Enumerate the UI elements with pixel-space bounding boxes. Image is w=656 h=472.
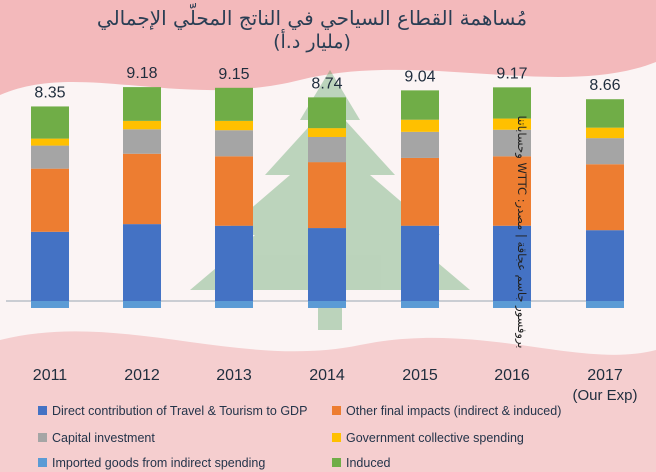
bar-segment-capital-2011 <box>31 145 69 169</box>
bar-segment-direct-2013 <box>215 225 253 301</box>
bar-segment-direct-2016 <box>493 225 531 301</box>
bar-segment-induced-2014 <box>308 97 346 129</box>
bar-segment-imported-2011 <box>31 301 69 308</box>
total-label-2016: 9.17 <box>496 65 527 82</box>
legend-label-imported: Imported goods from indirect spending <box>52 456 266 470</box>
bar-segment-induced-2013 <box>215 87 253 121</box>
legend-label-capital: Capital investment <box>52 431 155 445</box>
bar-segment-other-2014 <box>308 162 346 229</box>
bar-segment-direct-2012 <box>123 224 161 301</box>
legend-swatch-capital <box>38 433 47 443</box>
legend: Direct contribution of Travel & Tourism … <box>0 398 656 472</box>
bar-segment-other-2011 <box>31 168 69 232</box>
bar-segment-capital-2015 <box>401 131 439 158</box>
total-label-2015: 9.04 <box>404 68 435 85</box>
x-tick-sublabel-2017: (Our Exp) <box>572 387 637 404</box>
bar-segment-government-2017 <box>586 127 624 139</box>
bar-segment-imported-2013 <box>215 301 253 308</box>
total-label-2014: 8.74 <box>311 75 342 92</box>
bar-segment-government-2013 <box>215 120 253 131</box>
bar-segment-other-2012 <box>123 153 161 225</box>
chart-subtitle-unit: (مليار د.أ) <box>273 31 351 53</box>
x-tick-label-2016: 2016 <box>494 367 530 384</box>
flag-red-top-band <box>0 0 656 95</box>
legend-label-direct: Direct contribution of Travel & Tourism … <box>52 404 308 418</box>
legend-swatch-government <box>332 433 341 443</box>
bar-segment-other-2016 <box>493 156 531 226</box>
bar-segment-imported-2014 <box>308 301 346 308</box>
legend-label-other: Other final impacts (indirect & induced) <box>346 404 562 418</box>
legend-item-imported: Imported goods from indirect spending <box>38 456 265 470</box>
total-label-2017: 8.66 <box>589 77 620 94</box>
bar-segment-government-2011 <box>31 138 69 146</box>
bar-segment-capital-2016 <box>493 129 531 157</box>
bar-segment-direct-2011 <box>31 231 69 301</box>
flag-red-bottom-band <box>0 331 656 472</box>
total-label-2013: 9.15 <box>218 66 249 83</box>
legend-swatch-other <box>332 406 341 416</box>
bar-segment-direct-2015 <box>401 225 439 301</box>
bar-segment-induced-2015 <box>401 90 439 120</box>
x-tick-label-2017: 2017 <box>587 367 623 384</box>
bar-segment-other-2013 <box>215 156 253 226</box>
total-label-2012: 9.18 <box>126 65 157 82</box>
legend-item-other: Other final impacts (indirect & induced) <box>332 404 561 418</box>
legend-item-direct: Direct contribution of Travel & Tourism … <box>38 404 307 418</box>
bars-group <box>31 87 624 308</box>
x-tick-label-2013: 2013 <box>216 367 252 384</box>
legend-item-government: Government collective spending <box>332 431 524 445</box>
bar-segment-other-2017 <box>586 164 624 231</box>
bar-segment-government-2015 <box>401 119 439 132</box>
total-label-2011: 8.35 <box>34 84 65 101</box>
bar-segment-induced-2016 <box>493 87 531 119</box>
bar-segment-imported-2017 <box>586 301 624 308</box>
x-tick-label-2011: 2011 <box>33 367 68 384</box>
legend-item-induced: Induced <box>332 456 390 470</box>
bar-segment-government-2014 <box>308 128 346 137</box>
chart-title: مُساهمة القطاع السياحي في الناتج المحلّي… <box>96 6 528 30</box>
legend-swatch-direct <box>38 406 47 416</box>
bar-segment-direct-2017 <box>586 230 624 301</box>
bar-segment-induced-2017 <box>586 99 624 128</box>
legend-label-government: Government collective spending <box>346 431 524 445</box>
bar-segment-government-2012 <box>123 120 161 130</box>
legend-item-capital: Capital investment <box>38 431 155 445</box>
bar-segment-imported-2015 <box>401 301 439 308</box>
bar-segment-capital-2014 <box>308 136 346 163</box>
bar-segment-capital-2013 <box>215 130 253 157</box>
bar-segment-direct-2014 <box>308 228 346 301</box>
legend-swatch-induced <box>332 458 341 468</box>
bar-segment-induced-2012 <box>123 87 161 121</box>
bar-segment-imported-2016 <box>493 301 531 308</box>
legend-swatch-imported <box>38 458 47 468</box>
legend-label-induced: Induced <box>346 456 391 470</box>
x-tick-labels-group: 2011 2012 2013 2014 2015 2016 2017 (Our Exp) <box>33 367 638 404</box>
bar-segment-government-2016 <box>493 118 531 130</box>
bar-segment-imported-2012 <box>123 301 161 308</box>
x-tick-label-2014: 2014 <box>309 367 345 384</box>
bar-segment-induced-2011 <box>31 106 69 139</box>
bar-segment-other-2015 <box>401 157 439 226</box>
source-credit: بروفسور جاسم عجاقة | مصدر: WTTC وحساباتن… <box>515 115 529 349</box>
bar-segment-capital-2017 <box>586 138 624 165</box>
total-labels-group: 8.35 9.18 9.15 8.74 9.04 9.17 8.66 <box>34 65 620 101</box>
x-tick-label-2012: 2012 <box>124 367 160 384</box>
x-tick-label-2015: 2015 <box>402 367 438 384</box>
bar-segment-capital-2012 <box>123 129 161 154</box>
